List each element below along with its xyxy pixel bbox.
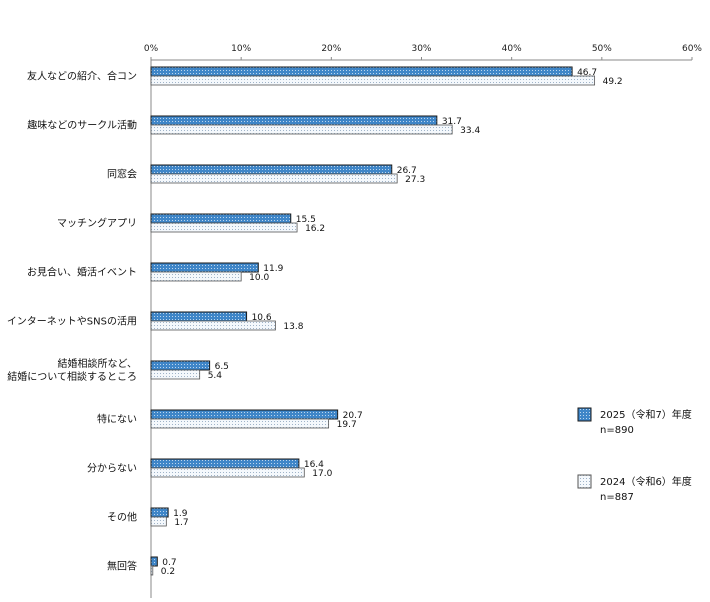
data-label: 10.0 (249, 273, 269, 283)
category-label: 結婚相談所など、結婚について相談するところ (7, 357, 137, 383)
category-label: お見合い、婚活イベント (27, 266, 137, 279)
bar-2024 (150, 418, 330, 429)
category-label: 分からない (87, 463, 137, 475)
legend-swatch-2024 (577, 474, 592, 489)
data-label: 16.4 (304, 460, 324, 470)
x-tick-label: 30% (411, 44, 431, 54)
data-label: 49.2 (603, 77, 623, 87)
bar-2025 (150, 213, 292, 224)
bar-2025 (150, 409, 339, 420)
bar-2025 (150, 115, 438, 126)
x-tick-label: 0% (144, 44, 159, 54)
data-label: 1.7 (174, 518, 188, 528)
category-label: 友人などの紹介、合コン (27, 70, 137, 83)
bar-2024 (150, 565, 154, 576)
x-tick-label: 20% (321, 44, 341, 54)
category-label: 無回答 (107, 560, 137, 573)
bar-2025 (150, 458, 300, 469)
category-label: マッチングアプリ (57, 217, 137, 230)
bar-2025 (150, 360, 211, 371)
x-tick-label: 10% (231, 44, 251, 54)
x-tick-label: 40% (502, 44, 522, 54)
data-label: 6.5 (215, 362, 229, 372)
bar-2025 (150, 311, 248, 322)
data-label: 26.7 (397, 166, 417, 176)
x-tick-label: 60% (682, 44, 702, 54)
bar-2024 (150, 173, 398, 184)
data-label: 33.4 (460, 126, 480, 136)
category-label: 同窓会 (107, 168, 137, 181)
category-label: インターネットやSNSの活用 (7, 316, 137, 328)
legend-label: 2024（令和6）年度 (600, 475, 692, 488)
bar-2024 (150, 75, 596, 86)
legend-label: 2025（令和7）年度 (600, 408, 692, 421)
bar-2024 (150, 271, 242, 282)
bar-2024 (150, 320, 276, 331)
bar-2025 (150, 507, 169, 518)
bar-2024 (150, 516, 167, 527)
data-label: 27.3 (405, 175, 425, 185)
bar-2025 (150, 66, 573, 77)
bar-2025 (150, 164, 393, 175)
bar-2024 (150, 124, 453, 135)
data-label: 31.7 (442, 117, 462, 127)
data-label: 13.8 (283, 322, 303, 332)
bar-2025 (150, 262, 259, 273)
data-label: 15.5 (296, 215, 316, 225)
data-label: 10.6 (252, 313, 272, 323)
data-label: 16.2 (305, 224, 325, 234)
bar-2024 (150, 222, 298, 233)
data-label: 0.2 (161, 567, 175, 577)
data-label: 11.9 (263, 264, 283, 274)
data-label: 0.7 (162, 558, 176, 568)
legend-swatch-2025 (577, 407, 592, 422)
bar-2024 (150, 467, 305, 478)
bar-2024 (150, 369, 201, 380)
category-label: 趣味などのサークル活動 (27, 119, 137, 132)
legend-n: n=890 (600, 425, 634, 436)
data-label: 1.9 (173, 509, 188, 519)
data-label: 46.7 (577, 68, 597, 78)
bar-2025 (150, 556, 158, 567)
data-label: 20.7 (343, 411, 363, 421)
x-tick-label: 50% (592, 44, 612, 54)
category-label: その他 (107, 511, 137, 524)
data-label: 5.4 (208, 371, 223, 381)
data-label: 19.7 (337, 420, 357, 430)
category-label: 特にない (97, 414, 137, 426)
data-label: 17.0 (312, 469, 332, 479)
legend-n: n=887 (600, 492, 634, 503)
